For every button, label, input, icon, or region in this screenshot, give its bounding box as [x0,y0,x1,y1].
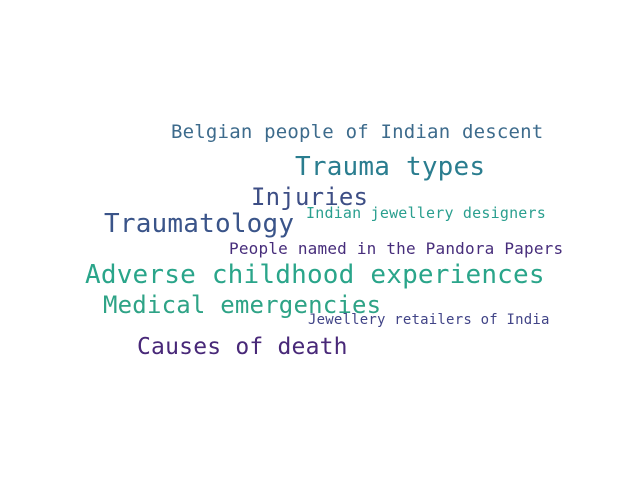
word-belgian-people-of-indian-descent: Belgian people of Indian descent [171,121,544,143]
word-indian-jewellery-designers: Indian jewellery designers [306,204,546,222]
word-adverse-childhood-experiences: Adverse childhood experiences [85,260,545,290]
word-medical-emergencies: Medical emergencies [103,291,382,319]
word-injuries: Injuries [251,183,369,211]
word-traumatology: Traumatology [104,209,295,239]
word-trauma-types: Trauma types [295,152,486,182]
word-jewellery-retailers-of-india: Jewellery retailers of India [308,312,550,328]
word-people-named-in-the-pandora-papers: People named in the Pandora Papers [229,239,564,258]
word-causes-of-death: Causes of death [137,334,348,360]
